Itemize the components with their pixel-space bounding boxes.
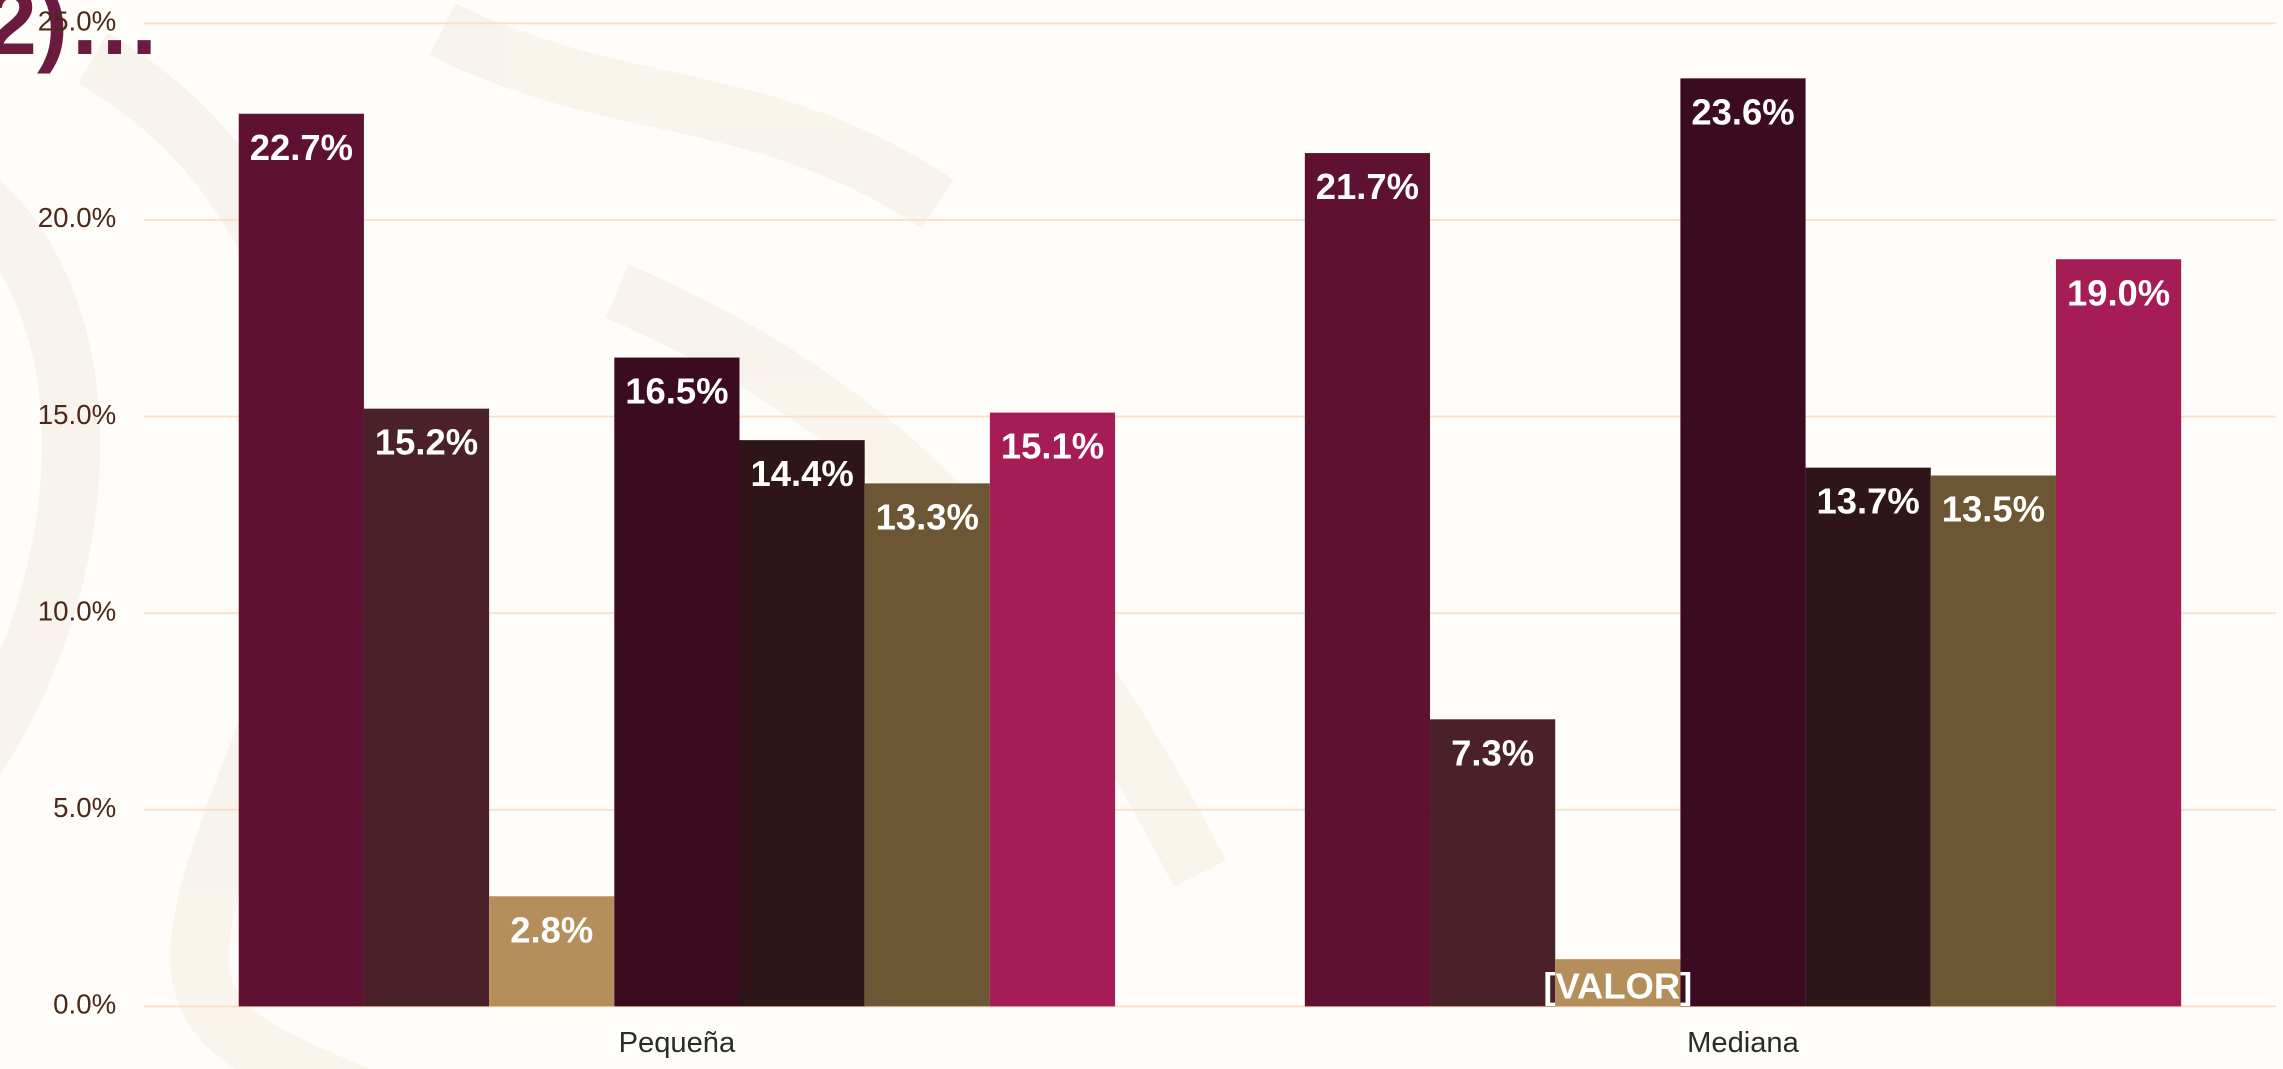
data-label: 13.7%: [1817, 481, 1920, 522]
data-label: 19.0%: [2067, 272, 2170, 313]
data-label: 15.2%: [375, 422, 478, 463]
data-label: 14.4%: [750, 453, 853, 494]
bar: [864, 483, 990, 1007]
data-label: 21.7%: [1316, 166, 1419, 207]
data-label: 22.7%: [250, 127, 353, 168]
bar: [1304, 153, 1431, 1007]
bar: [614, 357, 740, 1007]
bar: [1680, 78, 1806, 1007]
bar: [489, 896, 615, 1007]
y-tick-label: 25.0%: [38, 6, 116, 37]
bar: [1555, 959, 1681, 1007]
data-label: 13.3%: [876, 496, 979, 537]
y-tick-label: 10.0%: [38, 595, 116, 626]
data-label: 23.6%: [1691, 91, 1794, 132]
data-label: 13.5%: [1942, 489, 2045, 530]
x-tick-label: Pequeña: [619, 1027, 736, 1059]
bar: [238, 113, 364, 1007]
data-label: 15.1%: [1001, 426, 1104, 467]
bar: [1430, 719, 1556, 1007]
data-label: [VALOR]: [1543, 966, 1692, 1007]
y-tick-label: 0.0%: [53, 989, 116, 1020]
y-tick-label: 20.0%: [38, 202, 116, 233]
bar: [1930, 475, 2056, 1007]
bar: [363, 408, 490, 1007]
y-tick-label: 5.0%: [53, 792, 116, 823]
bar: [1805, 467, 1931, 1007]
data-label: 16.5%: [625, 371, 728, 412]
chart-title: 2)…: [0, 0, 161, 74]
bar: [2055, 259, 2182, 1007]
data-label: 2.8%: [510, 909, 593, 950]
data-label: 7.3%: [1451, 732, 1534, 773]
y-tick-label: 15.0%: [38, 399, 116, 430]
bar: [989, 412, 1116, 1007]
x-tick-label: Mediana: [1687, 1027, 1799, 1059]
bar: [739, 440, 865, 1007]
